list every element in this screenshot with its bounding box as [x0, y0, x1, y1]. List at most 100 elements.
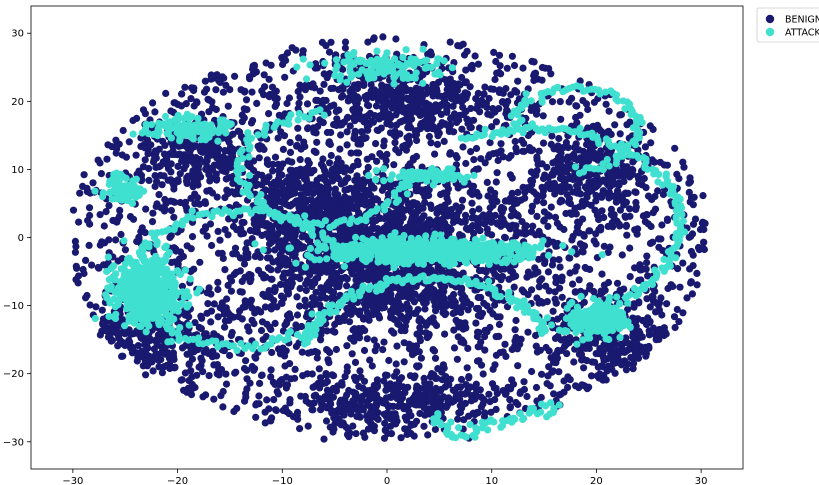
point-benign: [614, 187, 622, 195]
point-benign: [319, 119, 327, 127]
point-benign: [178, 282, 186, 290]
point-benign: [420, 422, 428, 430]
point-benign: [483, 178, 491, 186]
point-benign: [393, 387, 401, 396]
point-benign: [292, 170, 301, 178]
point-benign: [531, 264, 539, 272]
point-benign: [86, 211, 94, 220]
point-benign: [342, 274, 350, 283]
point-benign: [556, 263, 564, 271]
point-benign: [416, 323, 424, 332]
point-benign: [156, 171, 164, 179]
point-benign: [343, 391, 351, 399]
point-benign: [344, 97, 352, 105]
point-benign: [592, 197, 600, 205]
point-benign: [582, 264, 590, 272]
point-benign: [146, 336, 154, 345]
point-benign: [407, 109, 415, 117]
point-benign: [395, 321, 403, 329]
point-benign: [356, 367, 364, 375]
point-benign: [390, 103, 398, 111]
point-benign: [699, 192, 707, 200]
point-benign: [258, 87, 266, 95]
point-benign: [437, 224, 445, 232]
point-benign: [496, 313, 504, 321]
point-benign: [565, 98, 573, 106]
point-benign: [402, 206, 410, 214]
point-benign: [164, 164, 172, 172]
point-benign: [219, 153, 227, 161]
point-benign: [149, 158, 158, 166]
point-benign: [271, 319, 279, 327]
point-benign: [555, 368, 563, 376]
point-benign: [551, 334, 560, 342]
point-benign: [337, 159, 345, 167]
point-benign: [443, 189, 451, 197]
point-benign: [205, 372, 213, 380]
point-benign: [408, 290, 416, 299]
point-benign: [630, 315, 638, 323]
point-benign: [560, 377, 568, 385]
point-benign: [495, 105, 503, 113]
point-benign: [511, 137, 519, 146]
point-benign: [531, 70, 539, 78]
point-benign: [300, 166, 308, 174]
point-benign: [592, 240, 600, 248]
point-benign: [69, 206, 78, 214]
point-benign: [673, 305, 681, 314]
point-benign: [531, 270, 539, 278]
point-benign: [544, 222, 552, 230]
point-benign: [331, 328, 339, 336]
point-benign: [162, 89, 170, 97]
point-benign: [325, 359, 333, 367]
point-benign: [238, 277, 246, 285]
point-benign: [649, 209, 657, 217]
point-benign: [475, 267, 484, 275]
point-benign: [412, 187, 420, 195]
point-benign: [573, 189, 581, 197]
point-benign: [518, 218, 526, 226]
point-benign: [679, 309, 687, 317]
point-benign: [479, 211, 487, 219]
point-benign: [392, 133, 400, 141]
point-benign: [323, 377, 331, 386]
point-benign: [251, 227, 259, 235]
point-benign: [326, 263, 334, 271]
point-benign: [141, 110, 149, 118]
point-benign: [485, 390, 493, 398]
point-benign: [158, 369, 166, 377]
point-benign: [376, 214, 384, 222]
point-benign: [467, 148, 475, 156]
point-benign: [187, 391, 196, 399]
point-benign: [510, 283, 518, 291]
point-benign: [571, 143, 579, 152]
point-benign: [374, 409, 382, 417]
point-benign: [359, 227, 367, 235]
point-benign: [469, 207, 477, 215]
point-benign: [382, 413, 390, 421]
point-benign: [391, 139, 399, 147]
point-benign: [474, 293, 482, 302]
point-benign: [263, 159, 271, 168]
point-benign: [540, 208, 549, 216]
point-benign: [500, 265, 508, 273]
point-benign: [288, 180, 296, 188]
point-benign: [347, 149, 355, 157]
point-benign: [472, 95, 480, 103]
point-benign: [76, 189, 84, 197]
point-benign: [602, 100, 610, 108]
point-benign: [377, 269, 385, 278]
point-benign: [395, 149, 403, 157]
point-benign: [138, 347, 146, 355]
point-benign: [287, 314, 295, 322]
point-benign: [228, 328, 236, 337]
point-benign: [141, 357, 149, 365]
point-benign: [459, 103, 467, 111]
point-benign: [472, 144, 481, 153]
point-benign: [622, 171, 630, 179]
point-benign: [513, 227, 521, 235]
point-benign: [383, 150, 391, 158]
point-benign: [334, 279, 342, 287]
point-benign: [532, 231, 540, 239]
